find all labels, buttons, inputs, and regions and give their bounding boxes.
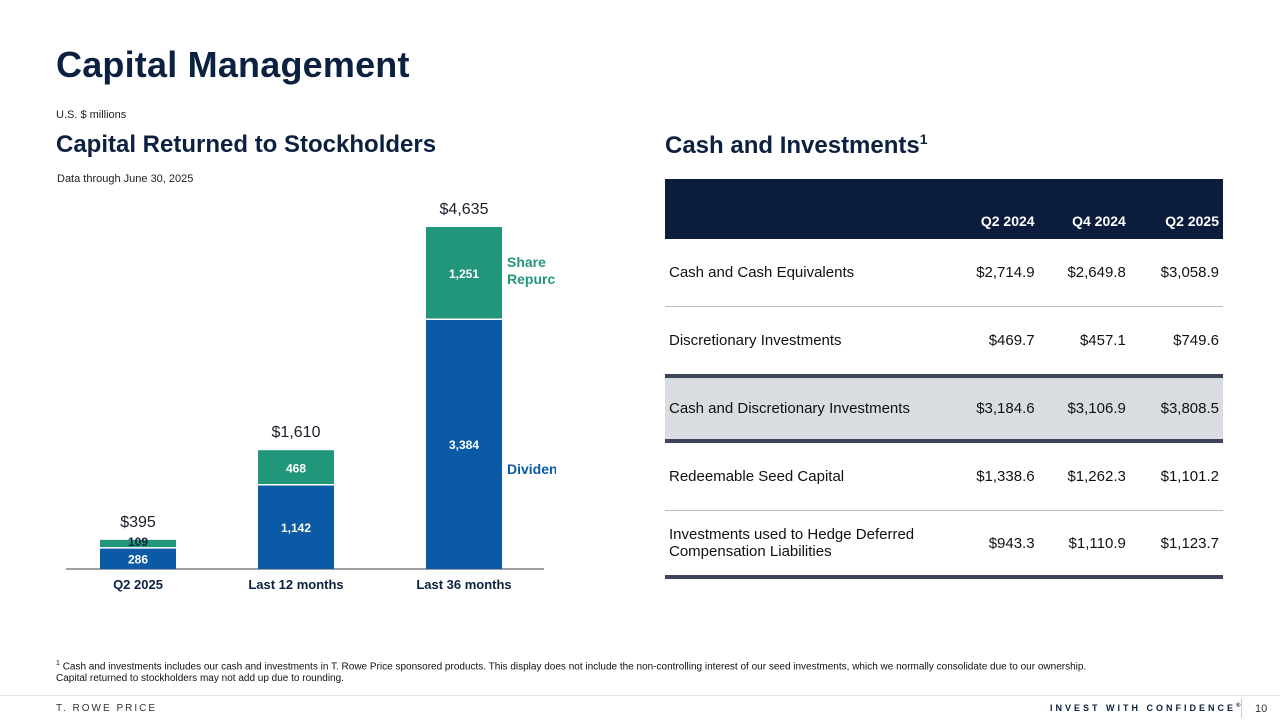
legend-share-repurchases-line1: Share (507, 254, 546, 270)
tagline: INVEST WITH CONFIDENCE® (1050, 703, 1243, 713)
x-tick-label: Last 12 months (248, 577, 343, 592)
dividends-value-label: 3,384 (449, 438, 479, 452)
x-tick-label: Last 36 months (416, 577, 511, 592)
dividends-value-label: 1,142 (281, 521, 311, 535)
bar-share-repurchases (258, 450, 334, 485)
legend-dividends: Dividends (507, 461, 556, 477)
tagline-registered-mark: ® (1236, 703, 1244, 709)
bar-share-repurchases (426, 227, 502, 320)
bar-total-label: $1,610 (272, 424, 321, 441)
x-tick-label: Q2 2025 (113, 577, 163, 592)
bar-total-label: $395 (120, 514, 156, 531)
left-section-heading: Capital Returned to Stockholders (56, 131, 437, 158)
repurchases-value-label: 468 (286, 461, 306, 475)
col-header-q2-2024: Q2 2024 (953, 179, 1039, 239)
page-title: Capital Management (56, 44, 410, 85)
cash-investments-table: Q2 2024 Q4 2024 Q2 2025 Cash and Cash Eq… (665, 179, 1223, 579)
cell-value: $943.3 (953, 510, 1039, 579)
table-row: Cash and Cash Equivalents $2,714.9 $2,64… (665, 239, 1223, 307)
table-row-highlight: Cash and Discretionary Investments $3,18… (665, 374, 1223, 443)
row-label: Cash and Discretionary Investments (665, 374, 954, 443)
cell-value: $469.7 (953, 306, 1039, 377)
page-number: 10 (1255, 703, 1268, 715)
legend-share-repurchases-line2: Repurchases (507, 271, 556, 287)
row-label-line1: Investments used to Hedge Deferred (669, 526, 915, 543)
cell-value: $3,058.9 (1129, 239, 1223, 307)
repurchases-value-label: 1,251 (449, 267, 479, 281)
col-header-q4-2024: Q4 2024 (1038, 179, 1130, 239)
footer-divider (0, 695, 1280, 696)
chart-subtitle: Data through June 30, 2025 (57, 173, 194, 185)
right-heading-text: Cash and Investments (665, 132, 920, 159)
cell-value: $749.6 (1129, 306, 1223, 377)
footer-separator (1241, 698, 1242, 718)
capital-returned-chart: 286 109 $395 Q2 2025 1,142 468 $1,610 Last 12 m… (66, 201, 556, 592)
cell-value: $3,184.6 (953, 374, 1039, 443)
bar-total-label: $4,635 (440, 201, 489, 218)
table-header-row: Q2 2024 Q4 2024 Q2 2025 (665, 179, 1223, 239)
footnote-line2: Capital returned to stockholders may not… (56, 673, 344, 685)
cell-value: $3,808.5 (1129, 374, 1223, 443)
table-row: Investments used to Hedge Deferred Compen… (665, 510, 1223, 579)
footnote-marker: 1 (56, 660, 60, 667)
bar-dividends (426, 319, 502, 569)
heading-footnote-marker: 1 (919, 131, 928, 147)
cell-value: $1,262.3 (1038, 441, 1130, 511)
cell-value: $2,714.9 (953, 239, 1039, 307)
dividends-value-label: 286 (128, 552, 148, 566)
cell-value: $1,101.2 (1129, 441, 1223, 511)
cell-value: $2,649.8 (1038, 239, 1130, 307)
brand-name: T. ROWE PRICE (56, 703, 158, 714)
cell-value: $3,106.9 (1038, 374, 1130, 443)
right-section-heading: Cash and Investments1 (665, 131, 928, 160)
bar-dividends (100, 547, 176, 569)
cell-value: $1,110.9 (1038, 510, 1130, 579)
row-label-line2: Compensation Liabilities (669, 543, 832, 560)
table-header-blank (665, 179, 954, 239)
bar-dividends (258, 484, 334, 569)
units-note: U.S. $ millions (56, 109, 127, 121)
cell-value: $1,123.7 (1129, 510, 1223, 579)
row-label: Redeemable Seed Capital (665, 441, 954, 511)
cell-value: $1,338.6 (953, 441, 1039, 511)
footnote-line1: Cash and investments includes our cash a… (62, 661, 1087, 673)
cell-value: $457.1 (1038, 306, 1130, 377)
row-label: Cash and Cash Equivalents (665, 239, 954, 307)
row-label: Discretionary Investments (665, 306, 954, 377)
row-label: Investments used to Hedge Deferred Compen… (665, 510, 954, 579)
table-row: Discretionary Investments $469.7 $457.1 … (665, 306, 1223, 377)
col-header-q2-2025: Q2 2025 (1129, 179, 1223, 239)
table-row: Redeemable Seed Capital $1,338.6 $1,262.… (665, 441, 1223, 511)
bar-share-repurchases (100, 539, 176, 548)
repurchases-value-label: 109 (128, 535, 148, 549)
tagline-text: INVEST WITH CONFIDENCE (1050, 703, 1237, 713)
footnote: 1 Cash and investments includes our cash… (56, 658, 1216, 685)
